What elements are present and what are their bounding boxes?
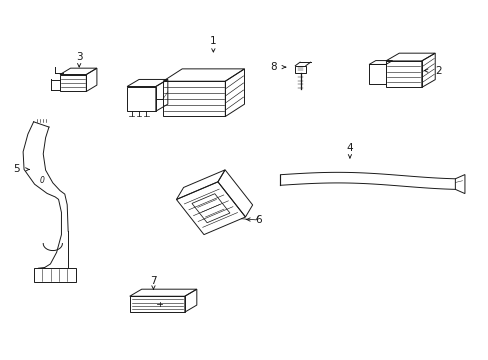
Text: 2: 2 (434, 66, 441, 76)
Text: 4: 4 (346, 143, 352, 153)
Text: 6: 6 (255, 215, 262, 225)
Text: 3: 3 (76, 51, 82, 62)
Text: 7: 7 (150, 275, 157, 285)
Text: 5: 5 (14, 165, 20, 174)
Text: 1: 1 (210, 36, 216, 46)
Text: 0: 0 (40, 176, 44, 185)
Text: 8: 8 (269, 62, 276, 72)
